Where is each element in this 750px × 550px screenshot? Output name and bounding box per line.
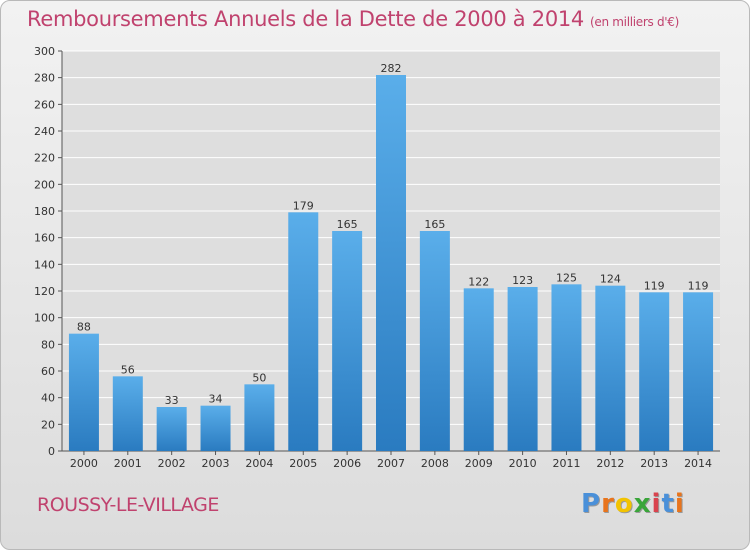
bar bbox=[156, 407, 187, 451]
bar bbox=[200, 405, 231, 451]
y-tick-label: 220 bbox=[34, 152, 55, 165]
logo-letter: P bbox=[581, 489, 602, 519]
y-tick-label: 80 bbox=[41, 338, 55, 351]
bar-value-label: 179 bbox=[293, 199, 314, 212]
proxiti-logo: Proxiti bbox=[581, 489, 685, 519]
bar-value-label: 165 bbox=[424, 218, 445, 231]
y-tick-label: 280 bbox=[34, 72, 55, 85]
bar bbox=[639, 292, 670, 451]
y-tick-label: 20 bbox=[41, 418, 55, 431]
bar-value-label: 56 bbox=[121, 363, 135, 376]
y-tick-label: 120 bbox=[34, 285, 55, 298]
bar bbox=[288, 212, 319, 451]
bar bbox=[507, 287, 538, 451]
y-tick-label: 300 bbox=[34, 45, 55, 58]
logo-letter: r bbox=[601, 489, 615, 519]
y-tick-label: 40 bbox=[41, 392, 55, 405]
x-tick-label: 2013 bbox=[640, 457, 668, 470]
bar bbox=[244, 384, 275, 451]
bar bbox=[551, 284, 582, 451]
y-tick-label: 180 bbox=[34, 205, 55, 218]
x-tick-label: 2007 bbox=[377, 457, 405, 470]
x-tick-label: 2008 bbox=[421, 457, 449, 470]
y-tick-label: 60 bbox=[41, 365, 55, 378]
bar bbox=[68, 333, 99, 451]
x-tick-label: 2004 bbox=[245, 457, 273, 470]
bar-value-label: 34 bbox=[209, 393, 223, 406]
y-tick-label: 200 bbox=[34, 178, 55, 191]
x-tick-label: 2011 bbox=[552, 457, 580, 470]
commune-name: ROUSSY-LE-VILLAGE bbox=[37, 494, 219, 516]
bar-value-label: 165 bbox=[337, 218, 358, 231]
bar-value-label: 122 bbox=[468, 275, 489, 288]
x-tick-label: 2006 bbox=[333, 457, 361, 470]
x-tick-label: 2012 bbox=[596, 457, 624, 470]
bar-value-label: 282 bbox=[381, 62, 402, 75]
bar-value-label: 119 bbox=[644, 279, 665, 292]
chart-title: Remboursements Annuels de la Dette de 20… bbox=[27, 7, 679, 31]
y-tick-label: 240 bbox=[34, 125, 55, 138]
bar-value-label: 119 bbox=[688, 279, 709, 292]
x-tick-label: 2001 bbox=[114, 457, 142, 470]
y-tick-label: 100 bbox=[34, 312, 55, 325]
bar bbox=[595, 285, 626, 451]
bar bbox=[112, 376, 143, 451]
chart-title-text: Remboursements Annuels de la Dette de 20… bbox=[27, 7, 584, 31]
x-tick-label: 2003 bbox=[202, 457, 230, 470]
y-tick-label: 260 bbox=[34, 98, 55, 111]
bar-value-label: 50 bbox=[252, 371, 266, 384]
bar bbox=[463, 288, 494, 451]
chart-subtitle: (en milliers d'€) bbox=[590, 15, 680, 29]
x-tick-label: 2002 bbox=[158, 457, 186, 470]
bar bbox=[419, 231, 450, 451]
x-tick-label: 2014 bbox=[684, 457, 712, 470]
bar-value-label: 124 bbox=[600, 273, 621, 286]
bar-value-label: 88 bbox=[77, 321, 91, 334]
x-tick-label: 2005 bbox=[289, 457, 317, 470]
y-tick-label: 0 bbox=[48, 445, 55, 458]
bar-value-label: 123 bbox=[512, 274, 533, 287]
y-tick-label: 160 bbox=[34, 232, 55, 245]
bar-value-label: 33 bbox=[165, 394, 179, 407]
logo-letter: o bbox=[614, 489, 634, 519]
logo-letter: x bbox=[633, 489, 652, 519]
x-tick-label: 2000 bbox=[70, 457, 98, 470]
y-tick-label: 140 bbox=[34, 258, 55, 271]
logo-letter: i bbox=[651, 489, 662, 519]
x-tick-label: 2009 bbox=[465, 457, 493, 470]
bar-value-label: 125 bbox=[556, 271, 577, 284]
bar bbox=[683, 292, 714, 451]
logo-letter: t bbox=[661, 489, 675, 519]
x-tick-label: 2010 bbox=[509, 457, 537, 470]
bar bbox=[376, 75, 406, 451]
logo-letter: i bbox=[674, 489, 685, 519]
bar bbox=[332, 231, 363, 451]
